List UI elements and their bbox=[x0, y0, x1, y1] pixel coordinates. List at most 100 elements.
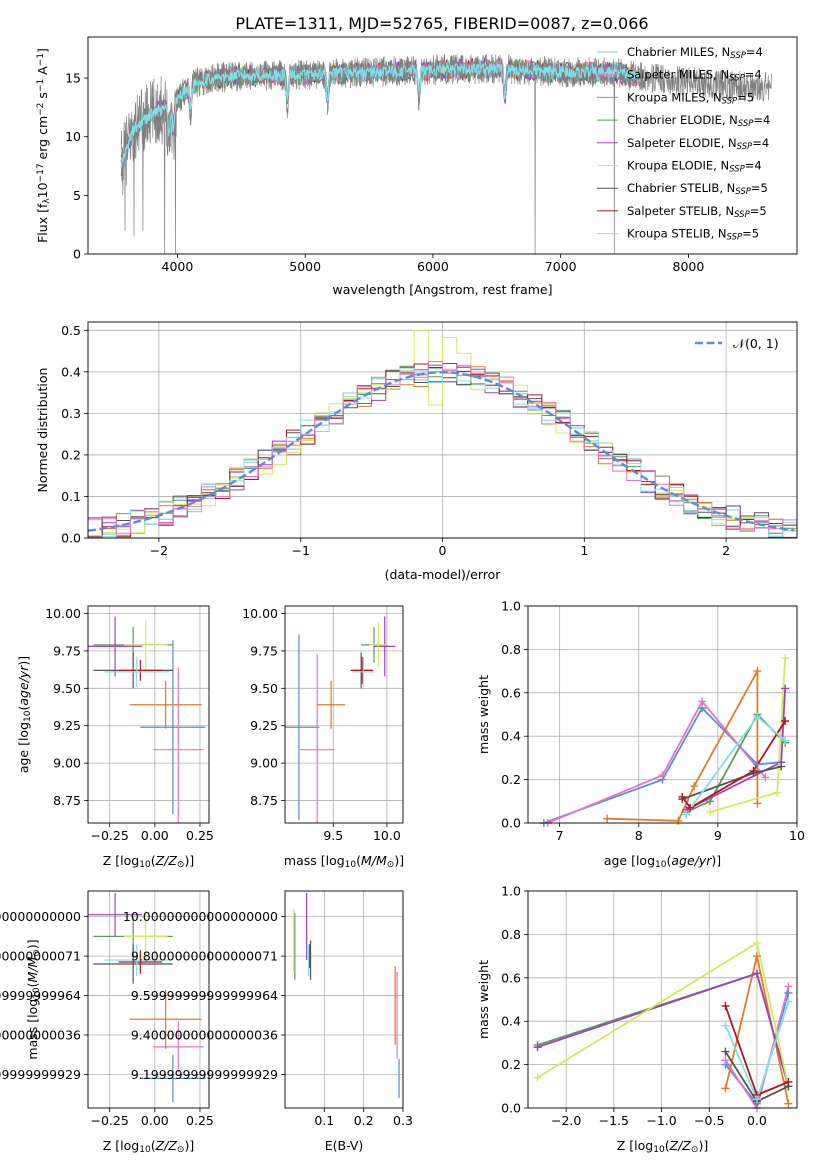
x-tick-label: 2 bbox=[722, 543, 730, 558]
legend-suffix: =5 bbox=[742, 227, 759, 241]
x-tick-label: −2.0 bbox=[551, 1113, 581, 1128]
x-axis-label-part: )] bbox=[394, 853, 404, 868]
y-tick-label: 15 bbox=[65, 71, 81, 86]
panel-residuals: −2 −1 0 1 2 0.0 0.1 0.2 0.3 0.4 0.5 𝒩(0, 1) (data-mo… bbox=[35, 321, 798, 582]
x-axis-label-part: age/yr bbox=[671, 853, 712, 868]
weight-marker bbox=[753, 667, 762, 676]
y-tick-label: 9.59999999999999964 bbox=[131, 988, 278, 1003]
x-tick-label: 0.3 bbox=[393, 1113, 413, 1128]
legend-entry: Chabrier MILES, NSSP=4 bbox=[627, 45, 763, 61]
x-tick-label: 10.0 bbox=[373, 828, 401, 843]
legend-entry: 𝒩(0, 1) bbox=[733, 336, 779, 351]
x-tick-label: −2 bbox=[150, 543, 168, 558]
weight-marker bbox=[686, 803, 695, 812]
weight-marker bbox=[603, 814, 612, 823]
legend-suffix: =4 bbox=[752, 136, 769, 150]
x-axis-label: mass [log10(M/M⊙)] bbox=[284, 853, 404, 870]
legend-text: Kroupa STELIB, N bbox=[627, 227, 727, 241]
y-axis-label-part: ( bbox=[16, 706, 31, 711]
legend-entry: Chabrier ELODIE, NSSP=4 bbox=[627, 113, 770, 129]
weight-marker bbox=[678, 792, 687, 801]
weight-marker bbox=[749, 766, 758, 775]
y-axis-label-part: 10 bbox=[35, 182, 50, 198]
weight-marker bbox=[753, 712, 762, 721]
panel-mass_vs_ebv: 0.1 0.2 0.3 9.19999999999999929 9.4000000000… bbox=[123, 890, 413, 1153]
x-axis-label-part: )] bbox=[711, 853, 721, 868]
weight-line bbox=[681, 720, 786, 809]
legend-suffix: =4 bbox=[746, 45, 763, 59]
legend-suffix: =5 bbox=[751, 181, 768, 195]
x-tick-label: 0.2 bbox=[354, 1113, 374, 1128]
y-tick-label: 5 bbox=[73, 188, 81, 203]
y-tick-label: 9.75 bbox=[250, 643, 278, 658]
y-tick-label: 0.1 bbox=[61, 489, 81, 504]
x-tick-label: −0.5 bbox=[694, 1113, 724, 1128]
x-tick-label: 0 bbox=[439, 543, 447, 558]
legend-sub: SSP bbox=[722, 97, 738, 107]
y-tick-label: 0.3 bbox=[61, 406, 81, 421]
weight-marker bbox=[752, 952, 761, 961]
y-axis-label: age [log10(age/yr)] bbox=[16, 656, 33, 773]
weight-marker bbox=[682, 810, 691, 819]
weight-marker bbox=[674, 816, 683, 825]
legend-sub: SSP bbox=[734, 210, 750, 220]
plot-area-age_vs_Z bbox=[88, 616, 206, 823]
weight-marker bbox=[721, 1002, 730, 1011]
x-axis-label-part: ( bbox=[151, 1138, 156, 1153]
x-tick-label: 0.00 bbox=[141, 828, 169, 843]
y-tick-label: 9.19999999999999929 bbox=[131, 1067, 278, 1082]
x-axis-label-part: Z/Z bbox=[155, 853, 178, 868]
x-axis-label-part: age [log bbox=[604, 853, 655, 868]
y-axis-label-part: mass [log bbox=[25, 999, 40, 1060]
x-tick-label: 0.0 bbox=[747, 1113, 767, 1128]
y-axis-label-part: ⊙ bbox=[32, 949, 42, 957]
y-axis-label-part: )] bbox=[16, 656, 31, 666]
weight-marker bbox=[761, 773, 770, 782]
weight-marker bbox=[784, 1099, 793, 1108]
y-tick-label: 9.50 bbox=[250, 681, 278, 696]
panel-weight_vs_Z: −2.0 −1.5 −1.0 −0.5 0.0 0.0 0.2 0.4 0.6 0.8 1.0 Z [… bbox=[476, 884, 798, 1155]
legend-text: Chabrier STELIB, N bbox=[627, 181, 735, 195]
weight-marker bbox=[773, 788, 782, 797]
x-axis-label: age [log10(age/yr)] bbox=[604, 853, 721, 870]
y-axis-label-part: s bbox=[35, 92, 50, 103]
legend-entry: Kroupa STELIB, NSSP=5 bbox=[627, 227, 759, 243]
axes-frame bbox=[527, 605, 798, 824]
x-axis-label-part: ⊙ bbox=[177, 1145, 185, 1155]
x-axis-label-part: 10 bbox=[653, 1145, 665, 1155]
y-axis-label-part: −1 bbox=[36, 53, 46, 66]
axes-frame bbox=[87, 321, 798, 539]
x-tick-label: 0.25 bbox=[186, 828, 214, 843]
weight-marker bbox=[781, 736, 790, 745]
x-tick-label: 9 bbox=[714, 828, 722, 843]
legend-suffix: =4 bbox=[753, 113, 770, 127]
axes-frame bbox=[284, 605, 404, 824]
plot-area-mass_vs_ebv bbox=[293, 892, 400, 1099]
x-tick-label: 6000 bbox=[417, 259, 449, 274]
y-tick-label: 0.0 bbox=[501, 1101, 521, 1116]
y-axis-label-part: ( bbox=[25, 982, 40, 987]
weight-line bbox=[685, 715, 786, 815]
weight-marker bbox=[705, 808, 714, 817]
x-axis-label-part: Z/Z bbox=[669, 1138, 692, 1153]
weight-line bbox=[724, 986, 790, 1108]
weight-marker bbox=[784, 982, 793, 991]
weight-marker bbox=[753, 760, 762, 769]
x-axis-label: Z [log10(Z/Z⊙)] bbox=[103, 853, 194, 870]
y-tick-label: 0.8 bbox=[501, 927, 521, 942]
weight-marker bbox=[698, 697, 707, 706]
y-tick-label: 9.25 bbox=[53, 718, 81, 733]
weight-marker bbox=[721, 1084, 730, 1093]
y-axis-label: Flux [fλ10−17 erg cm−2 s−1 A−1] bbox=[35, 48, 52, 243]
y-tick-label: 10.00000000000000000 bbox=[123, 909, 278, 924]
x-tick-label: −1.5 bbox=[599, 1113, 629, 1128]
residual-histogram-1 bbox=[88, 361, 797, 534]
y-axis-label-part: 10 bbox=[32, 987, 42, 999]
x-axis-label: wavelength [Angstrom, rest frame] bbox=[332, 282, 552, 297]
weight-marker bbox=[784, 997, 793, 1006]
legend-entry: Salpeter ELODIE, NSSP=4 bbox=[627, 136, 769, 152]
x-tick-label: 4000 bbox=[162, 259, 194, 274]
legend-text: Kroupa ELODIE, N bbox=[627, 159, 729, 173]
y-axis-label: mass weight bbox=[476, 675, 491, 754]
weight-marker bbox=[752, 969, 761, 978]
